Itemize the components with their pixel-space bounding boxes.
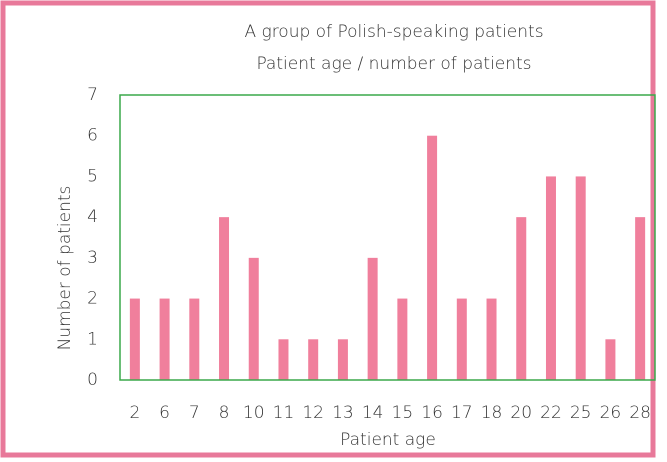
bar [575,176,586,380]
x-tick-label: 26 [600,403,622,423]
bar [308,339,319,380]
bar [635,217,646,380]
x-axis-title: Patient age [340,430,436,450]
y-axis-title: Number of patients [55,186,75,351]
x-tick-label: 13 [332,403,354,423]
x-tick-label: 11 [273,403,295,423]
x-tick-label: 7 [189,403,200,423]
bar [516,217,527,380]
x-tick-label: 17 [451,403,473,423]
x-tick-label: 25 [570,403,592,423]
y-tick-label: 4 [87,207,98,227]
bar [189,298,200,380]
y-tick-label: 2 [87,289,98,309]
bar [248,257,259,380]
x-tick-label: 16 [421,403,443,423]
x-tick-label: 8 [219,403,230,423]
bar [545,176,556,380]
x-tick-label: 12 [302,403,324,423]
x-tick-label: 20 [510,403,532,423]
y-tick-label: 1 [87,329,98,349]
y-tick-label: 6 [87,126,98,146]
x-tick-label: 2 [129,403,140,423]
bar [486,298,497,380]
x-tick-label: 14 [362,403,384,423]
bar [427,135,438,380]
bar [129,298,140,380]
bar [219,217,230,380]
y-tick-label: 3 [87,248,98,268]
x-tick-label: 6 [159,403,170,423]
x-tick-label: 22 [540,403,562,423]
y-tick-label: 7 [87,85,98,105]
bar [397,298,408,380]
plot-border [119,94,656,381]
y-tick-label: 5 [87,166,98,186]
x-tick-label: 15 [392,403,414,423]
bar [605,339,616,380]
x-tick-label: 28 [629,403,651,423]
bar [456,298,467,380]
bar [337,339,348,380]
x-tick-label: 10 [243,403,265,423]
y-tick-label: 0 [87,370,98,390]
chart-title: A group of Polish-speaking patients [244,22,543,42]
x-tick-label: 18 [481,403,503,423]
chart-frame [0,0,656,458]
chart-subtitle: Patient age / number of patients [256,54,531,74]
bar [367,257,378,380]
bar [278,339,289,380]
bar [159,298,170,380]
